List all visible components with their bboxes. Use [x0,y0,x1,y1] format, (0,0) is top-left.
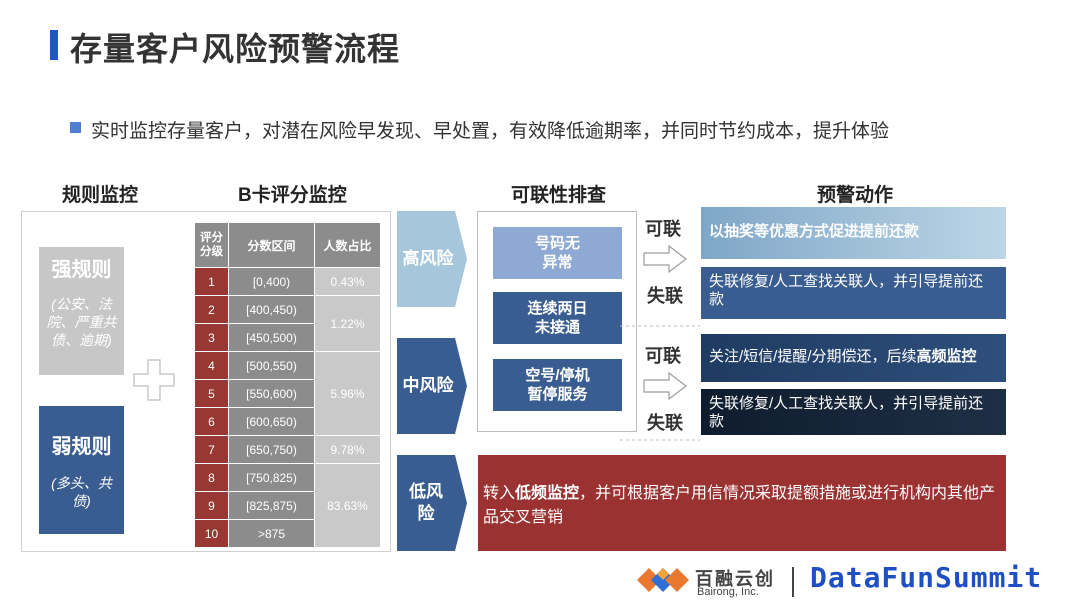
ratio-cell: 5.96% [315,352,380,435]
event-logo-text: DataFunSummit [810,561,1043,594]
range-cell: [500,550) [229,352,314,379]
header-range: 分数区间 [229,223,314,267]
col-head-bcard: B卡评分监控 [238,185,347,206]
action-text: 关注/短信/提醒/分期偿还，后续 [709,348,917,365]
bullet-square-icon [70,122,81,133]
bcard-score-table: 评分分级 分数区间 人数占比 1 [0,400) 0.43% 2 [400,45… [194,222,381,548]
mid-lost-label: 失联 [647,413,683,433]
level-cell: 1 [195,268,228,295]
range-cell: [400,450) [229,296,314,323]
level-cell: 10 [195,520,228,547]
action-text: 失联修复/人工查找关联人，并引导提前还款 [709,273,984,308]
range-cell: [550,600) [229,380,314,407]
level-cell: 5 [195,380,228,407]
weak-rule-name: 弱规则 [51,436,112,458]
level-cell: 6 [195,408,228,435]
chevron-shape-icon [397,338,467,434]
table-row: 10 >875 [195,520,380,547]
table-row: 5 [550,600) [195,380,380,407]
ratio-cell: 9.78% [315,436,380,463]
range-cell: [750,825) [229,464,314,491]
title-accent-bar [50,30,58,60]
level-cell: 3 [195,324,228,351]
check-item-number-ok: 号码无异常 [493,227,622,279]
table-header-row: 评分分级 分数区间 人数占比 [195,223,380,267]
strong-rule-name: 强规则 [51,259,112,281]
table-row: 4 [500,550) 5.96% [195,352,380,435]
action-mid-reachable: 关注/短信/提醒/分期偿还，后续高频监控 [701,334,1006,382]
header-level: 评分分级 [195,223,228,267]
high-risk-chevron: 高风险 [397,211,467,307]
company-name-cn: 百融云创 [695,569,775,589]
action-text: 失联修复/人工查找关联人，并引导提前还款 [709,395,984,430]
range-cell: >875 [229,520,314,547]
table-row: 7 [650,750) 9.78% [195,436,380,463]
check-item-label: 连续两日未接通 [527,300,588,336]
action-text: 以抽奖等优惠方式促进提前还款 [709,223,920,240]
table-row: 3 [450,500) [195,324,380,351]
range-cell: [0,400) [229,268,314,295]
contact-check-panel: 号码无异常 连续两日未接通 空号/停机暂停服务 [477,211,637,432]
bairong-logo-icon [637,568,689,592]
low-risk-chevron: 低风险 [397,455,467,551]
ratio-cell: 0.43% [315,268,380,295]
action-low-risk: 转入低频监控，并可根据客户用信情况采取提额措施或进行机构内其他产品交叉营销 [478,455,1006,551]
level-cell: 9 [195,492,228,519]
col-head-rule-monitor: 规则监控 [62,185,139,206]
arrow-right-icon [643,372,687,400]
high-risk-label: 高风险 [402,249,454,268]
mid-risk-label: 中风险 [402,376,454,395]
ratio-cell: 83.63% [315,464,380,547]
high-reachable-label: 可联 [645,219,681,239]
chevron-shape-icon [397,211,467,307]
header-ratio: 人数占比 [315,223,380,267]
range-cell: [650,750) [229,436,314,463]
table-row: 8 [750,825) 83.63% [195,464,380,547]
strong-rule-desc: (公安、法院、严重共债、逾期) [46,296,117,348]
high-lost-label: 失联 [647,286,683,306]
check-item-suspended: 空号/停机暂停服务 [493,359,622,411]
check-item-no-answer: 连续两日未接通 [493,292,622,344]
action-high-lost: 失联修复/人工查找关联人，并引导提前还款 [701,267,1006,319]
check-item-label: 空号/停机暂停服务 [525,367,590,403]
chevron-shape-icon [397,455,467,551]
mid-reachable-label: 可联 [645,346,681,366]
col-head-contact-check: 可联性排查 [511,185,607,206]
action-strong-text: 低频监控 [515,485,580,502]
action-high-reachable: 以抽奖等优惠方式促进提前还款 [701,207,1006,259]
mid-risk-chevron: 中风险 [397,338,467,434]
ratio-cell: 1.22% [315,296,380,351]
range-cell: [825,875) [229,492,314,519]
level-cell: 4 [195,352,228,379]
action-mid-lost: 失联修复/人工查找关联人，并引导提前还款 [701,389,1006,435]
range-cell: [600,650) [229,408,314,435]
check-item-label: 号码无异常 [534,235,580,271]
action-strong-text: 高频监控 [916,348,977,365]
company-name-en: Bairong, Inc. [697,586,759,598]
page-title: 存量客户风险预警流程 [70,31,401,67]
col-head-actions: 预警动作 [817,185,894,206]
table-row: 6 [600,650) [195,408,380,435]
arrow-right-icon [643,245,687,273]
weak-rule-desc: (多头、共债) [51,475,112,509]
action-text: ，并可根据客户用信情况采取提额措施或进行机构内其他产品交叉营销 [483,485,996,526]
range-cell: [450,500) [229,324,314,351]
level-cell: 8 [195,464,228,491]
plus-icon [133,359,175,401]
table-row: 1 [0,400) 0.43% [195,268,380,295]
connector-lines [620,325,700,441]
strong-rule-card: 强规则 (公安、法院、严重共债、逾期) [39,247,124,375]
weak-rule-card: 弱规则 (多头、共债) [39,406,124,534]
table-row: 2 [400,450) 1.22% [195,296,380,351]
table-row: 9 [825,875) [195,492,380,519]
low-risk-label: 低风险 [409,482,443,523]
footer-divider [792,567,794,597]
level-cell: 2 [195,296,228,323]
action-text: 转入 [483,485,516,502]
bullet-text: 实时监控存量客户，对潜在风险早发现、早处置，有效降低逾期率，并同时节约成本，提升… [91,121,890,142]
level-cell: 7 [195,436,228,463]
